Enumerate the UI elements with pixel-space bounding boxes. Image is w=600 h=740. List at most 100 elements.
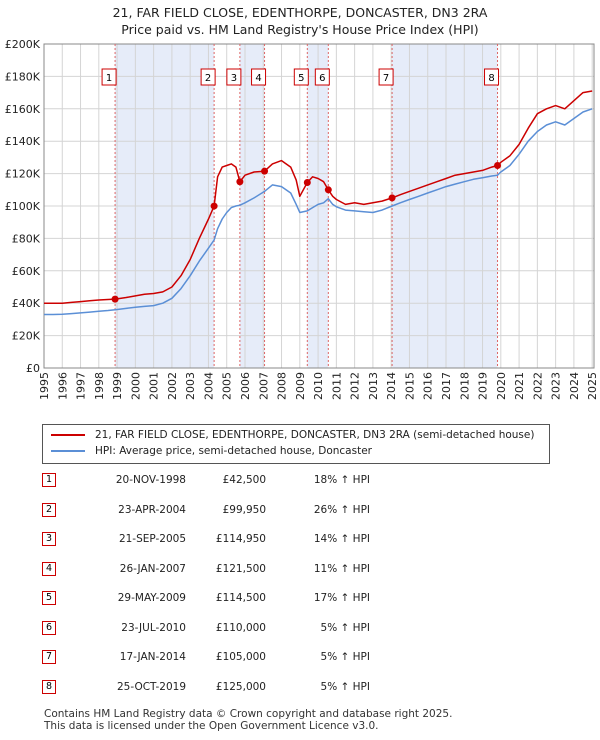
x-tick-label: 2000 [129, 372, 142, 400]
table-row: 5 29-MAY-2009 £114,500 17% ↑ HPI [42, 588, 482, 608]
y-tick-label: £20K [12, 330, 41, 343]
sale-price: £42,500 [222, 474, 266, 486]
x-tick-label: 2025 [586, 372, 599, 400]
x-tick-label: 2005 [221, 372, 234, 400]
x-axis-ticks: 1995 1996 1997 1998 1999 2000 2001 2002 2003 2004… [38, 372, 599, 400]
sale-date: 29-MAY-2009 [117, 592, 186, 604]
y-tick-label: £100K [5, 200, 41, 213]
sale-hpi-diff: 17% ↑ HPI [313, 592, 370, 604]
sale-hpi-diff: 5% ↑ HPI [320, 622, 370, 634]
legend-label-hpi: HPI: Average price, semi-detached house,… [95, 445, 372, 457]
x-tick-label: 2017 [440, 372, 453, 400]
x-tick-label: 2002 [166, 372, 179, 400]
x-tick-label: 2013 [367, 372, 380, 400]
chart-subtitle: Price paid vs. HM Land Registry's House … [121, 22, 479, 37]
x-tick-label: 2009 [294, 372, 307, 400]
y-tick-label: £60K [12, 265, 41, 278]
legend-swatch-property [51, 434, 85, 436]
y-tick-label: £40K [12, 297, 41, 310]
sale-number-badge: 3 [42, 532, 56, 546]
x-tick-label: 2022 [531, 372, 544, 400]
y-tick-label: £160K [5, 103, 41, 116]
sale-price: £121,500 [215, 563, 266, 575]
sale-marker-label: 5 [298, 73, 304, 84]
x-tick-label: 2019 [477, 372, 490, 400]
sale-price: £105,000 [215, 651, 266, 663]
x-tick-label: 1999 [111, 372, 124, 400]
sale-number-markers: 1 2 3 4 5 6 7 8 [101, 68, 500, 86]
table-row: 8 25-OCT-2019 £125,000 5% ↑ HPI [42, 677, 482, 697]
x-tick-label: 2014 [385, 372, 398, 400]
sale-price: £114,500 [215, 592, 266, 604]
y-tick-label: £140K [5, 135, 41, 148]
sale-point [111, 295, 119, 303]
x-tick-label: 2007 [257, 372, 270, 400]
x-tick-label: 1995 [38, 372, 51, 400]
sale-number-badge: 8 [42, 680, 56, 694]
sale-number-badge: 5 [42, 591, 56, 605]
sale-date: 26-JAN-2007 [119, 563, 186, 575]
x-tick-label: 2024 [568, 372, 581, 400]
x-tick-label: 2008 [276, 372, 289, 400]
sale-marker-box [378, 68, 394, 86]
attribution-footer: Contains HM Land Registry data © Crown c… [44, 708, 452, 732]
sale-marker-box [484, 68, 500, 86]
sale-points [111, 162, 502, 303]
table-row: 1 20-NOV-1998 £42,500 18% ↑ HPI [42, 470, 482, 490]
legend-label-property: 21, FAR FIELD CLOSE, EDENTHORPE, DONCAST… [95, 429, 535, 441]
x-tick-label: 2010 [312, 372, 325, 400]
sale-marker-label: 4 [255, 73, 261, 84]
sale-price: £99,950 [222, 504, 266, 516]
sale-point [388, 194, 396, 202]
y-tick-label: £0 [26, 362, 40, 375]
sale-number-badge: 6 [42, 621, 56, 635]
sale-point [261, 167, 269, 175]
sale-marker-box [314, 68, 330, 86]
sale-number-badge: 1 [42, 473, 56, 487]
plot-frame [43, 43, 595, 369]
legend-swatch-hpi [51, 450, 85, 452]
hpi-line [44, 108, 593, 316]
x-tick-label: 2023 [550, 372, 563, 400]
x-tick-label: 2021 [513, 372, 526, 400]
y-axis-ticks: £0 £20K £40K £60K £80K £100K £120K £140K £160K £1… [5, 38, 41, 375]
table-row: 2 23-APR-2004 £99,950 26% ↑ HPI [42, 500, 482, 520]
x-tick-label: 1996 [56, 372, 69, 400]
chart-title-block: 21, FAR FIELD CLOSE, EDENTHORPE, DONCAST… [0, 4, 600, 38]
x-tick-label: 2004 [202, 372, 215, 400]
sale-price: £125,000 [215, 681, 266, 693]
x-tick-label: 2020 [495, 372, 508, 400]
sale-marker-label: 2 [205, 73, 211, 84]
legend-item-hpi: HPI: Average price, semi-detached house,… [51, 445, 372, 461]
x-tick-label: 1997 [75, 372, 88, 400]
sale-point [303, 179, 311, 187]
sale-hpi-diff: 18% ↑ HPI [313, 474, 370, 486]
y-tick-label: £80K [12, 232, 41, 245]
footer-licence: This data is licensed under the Open Gov… [44, 719, 379, 732]
sale-price: £114,950 [215, 533, 266, 545]
sale-number-badge: 4 [42, 562, 56, 576]
sale-hpi-diff: 14% ↑ HPI [313, 533, 370, 545]
x-tick-label: 2015 [403, 372, 416, 400]
sale-number-badge: 2 [42, 503, 56, 517]
sale-marker-label: 6 [319, 73, 325, 84]
sale-hpi-diff: 5% ↑ HPI [320, 681, 370, 693]
sale-number-badge: 7 [42, 650, 56, 664]
sale-point [236, 178, 244, 186]
table-row: 3 21-SEP-2005 £114,950 14% ↑ HPI [42, 529, 482, 549]
sale-date: 21-SEP-2005 [118, 533, 186, 545]
sale-marker-box [101, 68, 117, 86]
sale-point [324, 186, 332, 194]
x-tick-label: 2016 [422, 372, 435, 400]
sale-price: £110,000 [215, 622, 266, 634]
sale-point [210, 202, 218, 210]
x-tick-label: 2006 [239, 372, 252, 400]
sale-vertical-lines [114, 44, 499, 368]
x-tick-label: 2018 [458, 372, 471, 400]
table-row: 4 26-JAN-2007 £121,500 11% ↑ HPI [42, 559, 482, 579]
x-tick-label: 2001 [148, 372, 161, 400]
table-row: 6 23-JUL-2010 £110,000 5% ↑ HPI [42, 618, 482, 638]
sale-hpi-diff: 5% ↑ HPI [320, 651, 370, 663]
sale-hpi-diff: 26% ↑ HPI [313, 504, 370, 516]
legend-item-property: 21, FAR FIELD CLOSE, EDENTHORPE, DONCAST… [51, 429, 534, 445]
